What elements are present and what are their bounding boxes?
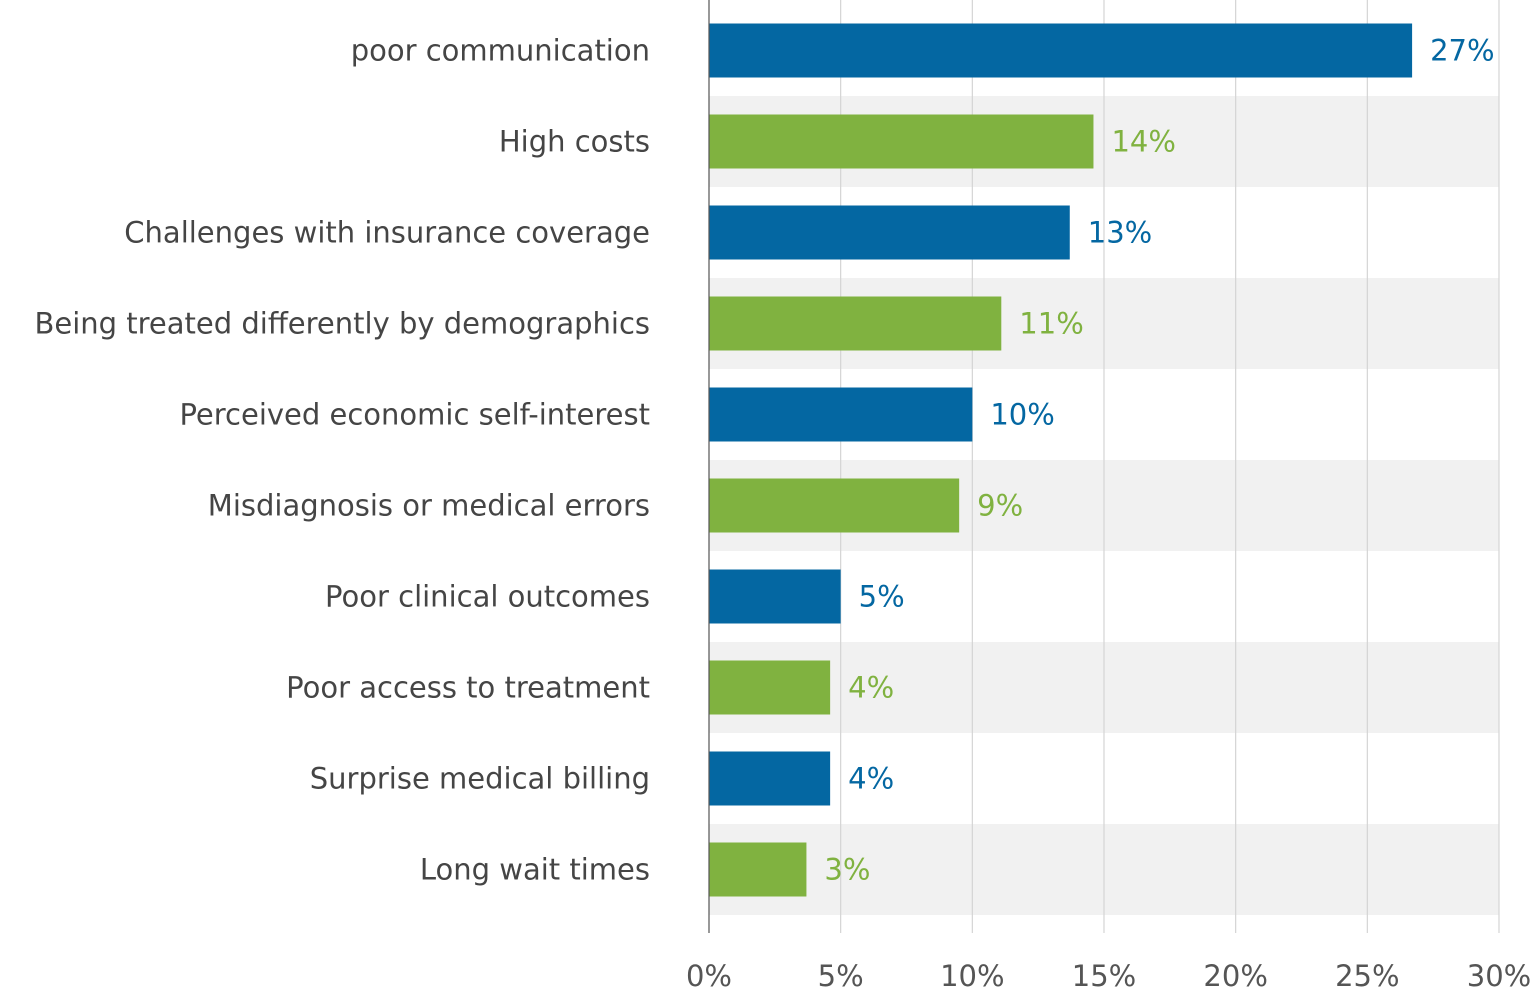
- category-label: Poor clinical outcomes: [325, 580, 650, 614]
- x-tick-label: 20%: [1203, 959, 1267, 993]
- bar: [709, 296, 1002, 351]
- data-label: 4%: [848, 671, 894, 705]
- bar: [709, 387, 973, 442]
- data-label: 10%: [990, 398, 1054, 432]
- x-tick-label: 15%: [1072, 959, 1136, 993]
- bar: [709, 205, 1070, 260]
- bar: [709, 660, 831, 715]
- x-tick-label: 5%: [818, 959, 864, 993]
- category-label: Perceived economic self-interest: [179, 398, 650, 432]
- bar: [709, 23, 1413, 78]
- data-label: 11%: [1019, 307, 1083, 341]
- bar: [709, 842, 807, 897]
- x-tick-label: 25%: [1335, 959, 1399, 993]
- data-label: 13%: [1088, 216, 1152, 250]
- category-label: Challenges with insurance coverage: [124, 216, 650, 250]
- x-tick-label: 30%: [1467, 959, 1531, 993]
- x-tick-label: 0%: [686, 959, 732, 993]
- category-label: Being treated differently by demographic…: [34, 307, 650, 341]
- category-label: High costs: [499, 125, 650, 159]
- category-label: Surprise medical billing: [310, 762, 650, 796]
- category-label: Long wait times: [420, 853, 650, 887]
- data-label: 5%: [859, 580, 905, 614]
- bar: [709, 114, 1094, 169]
- category-label: poor communication: [351, 34, 650, 68]
- data-label: 27%: [1430, 34, 1494, 68]
- category-label: Poor access to treatment: [286, 671, 650, 705]
- bar: [709, 569, 841, 624]
- bar: [709, 478, 960, 533]
- x-tick-label: 10%: [940, 959, 1004, 993]
- data-label: 4%: [848, 762, 894, 796]
- data-label: 9%: [977, 489, 1023, 523]
- bar: [709, 751, 831, 806]
- data-label: 3%: [824, 853, 870, 887]
- category-label: Misdiagnosis or medical errors: [208, 489, 650, 523]
- data-label: 14%: [1111, 125, 1175, 159]
